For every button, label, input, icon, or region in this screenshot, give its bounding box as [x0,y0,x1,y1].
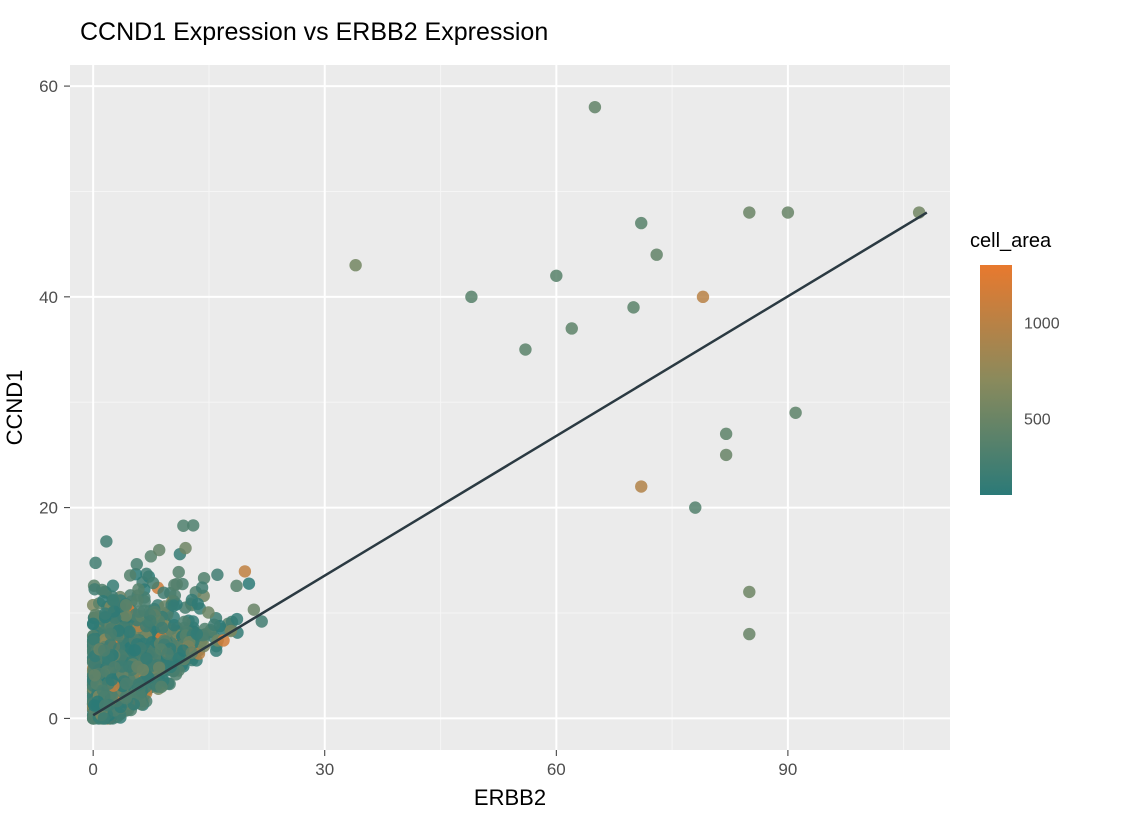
data-point [196,581,208,593]
scatter-chart: 03060900204060ERBB2CCND1CCND1 Expression… [0,0,1134,822]
data-point [97,684,109,696]
data-point [550,270,562,282]
data-point [589,101,601,113]
data-point [153,544,165,556]
data-point [132,583,144,595]
data-point [155,681,167,693]
data-point [98,712,110,724]
data-point [635,480,647,492]
data-point [179,542,191,554]
data-point [566,322,578,334]
data-point [131,594,143,606]
y-tick-label: 60 [39,77,58,96]
legend-tick-label: 1000 [1024,316,1060,333]
data-point [87,618,99,630]
y-axis-label: CCND1 [2,370,27,446]
data-point [171,578,183,590]
x-axis-label: ERBB2 [474,785,546,810]
data-point [743,628,755,640]
data-point [129,644,141,656]
data-point [157,587,169,599]
data-point [650,248,662,260]
data-point [743,586,755,598]
data-point [635,217,647,229]
data-point [178,616,190,628]
data-point [519,343,531,355]
data-point [230,580,242,592]
data-point [177,520,189,532]
data-point [107,580,119,592]
data-point [138,604,150,616]
data-point [105,628,117,640]
x-tick-label: 0 [88,760,97,779]
legend-colorbar [980,265,1012,495]
data-point [211,569,223,581]
chart-svg: 03060900204060ERBB2CCND1CCND1 Expression… [0,0,1134,822]
data-point [465,291,477,303]
data-point [239,565,251,577]
data-point [789,407,801,419]
data-point [720,428,732,440]
data-point [100,535,112,547]
legend-tick-label: 500 [1024,411,1051,428]
x-tick-label: 60 [547,760,566,779]
x-tick-label: 90 [778,760,797,779]
data-point [782,206,794,218]
data-point [140,568,152,580]
data-point [120,677,132,689]
data-point [108,661,120,673]
data-point [243,577,255,589]
data-point [349,259,361,271]
data-point [208,619,220,631]
color-legend: cell_area 500 1000 [970,230,1060,495]
data-point [123,626,135,638]
data-point [743,206,755,218]
data-point [98,644,110,656]
data-point [231,613,243,625]
y-tick-label: 40 [39,288,58,307]
data-point [106,674,118,686]
data-point [156,622,168,634]
data-point [697,291,709,303]
data-point [107,594,119,606]
data-point [191,628,203,640]
data-point [89,669,101,681]
x-tick-label: 30 [315,760,334,779]
data-point [168,599,180,611]
data-point [627,301,639,313]
data-point [99,607,111,619]
data-point [161,648,173,660]
data-point [173,566,185,578]
data-point [248,603,260,615]
data-point [720,449,732,461]
data-point [124,569,136,581]
legend-title: cell_area [970,230,1052,252]
data-point [202,606,214,618]
y-tick-label: 20 [39,499,58,518]
data-point [131,661,143,673]
data-point [131,558,143,570]
data-point [689,501,701,513]
data-point [120,599,132,611]
data-point [89,557,101,569]
y-tick-label: 0 [49,709,58,728]
chart-title: CCND1 Expression vs ERBB2 Expression [80,18,548,46]
data-point [192,598,204,610]
